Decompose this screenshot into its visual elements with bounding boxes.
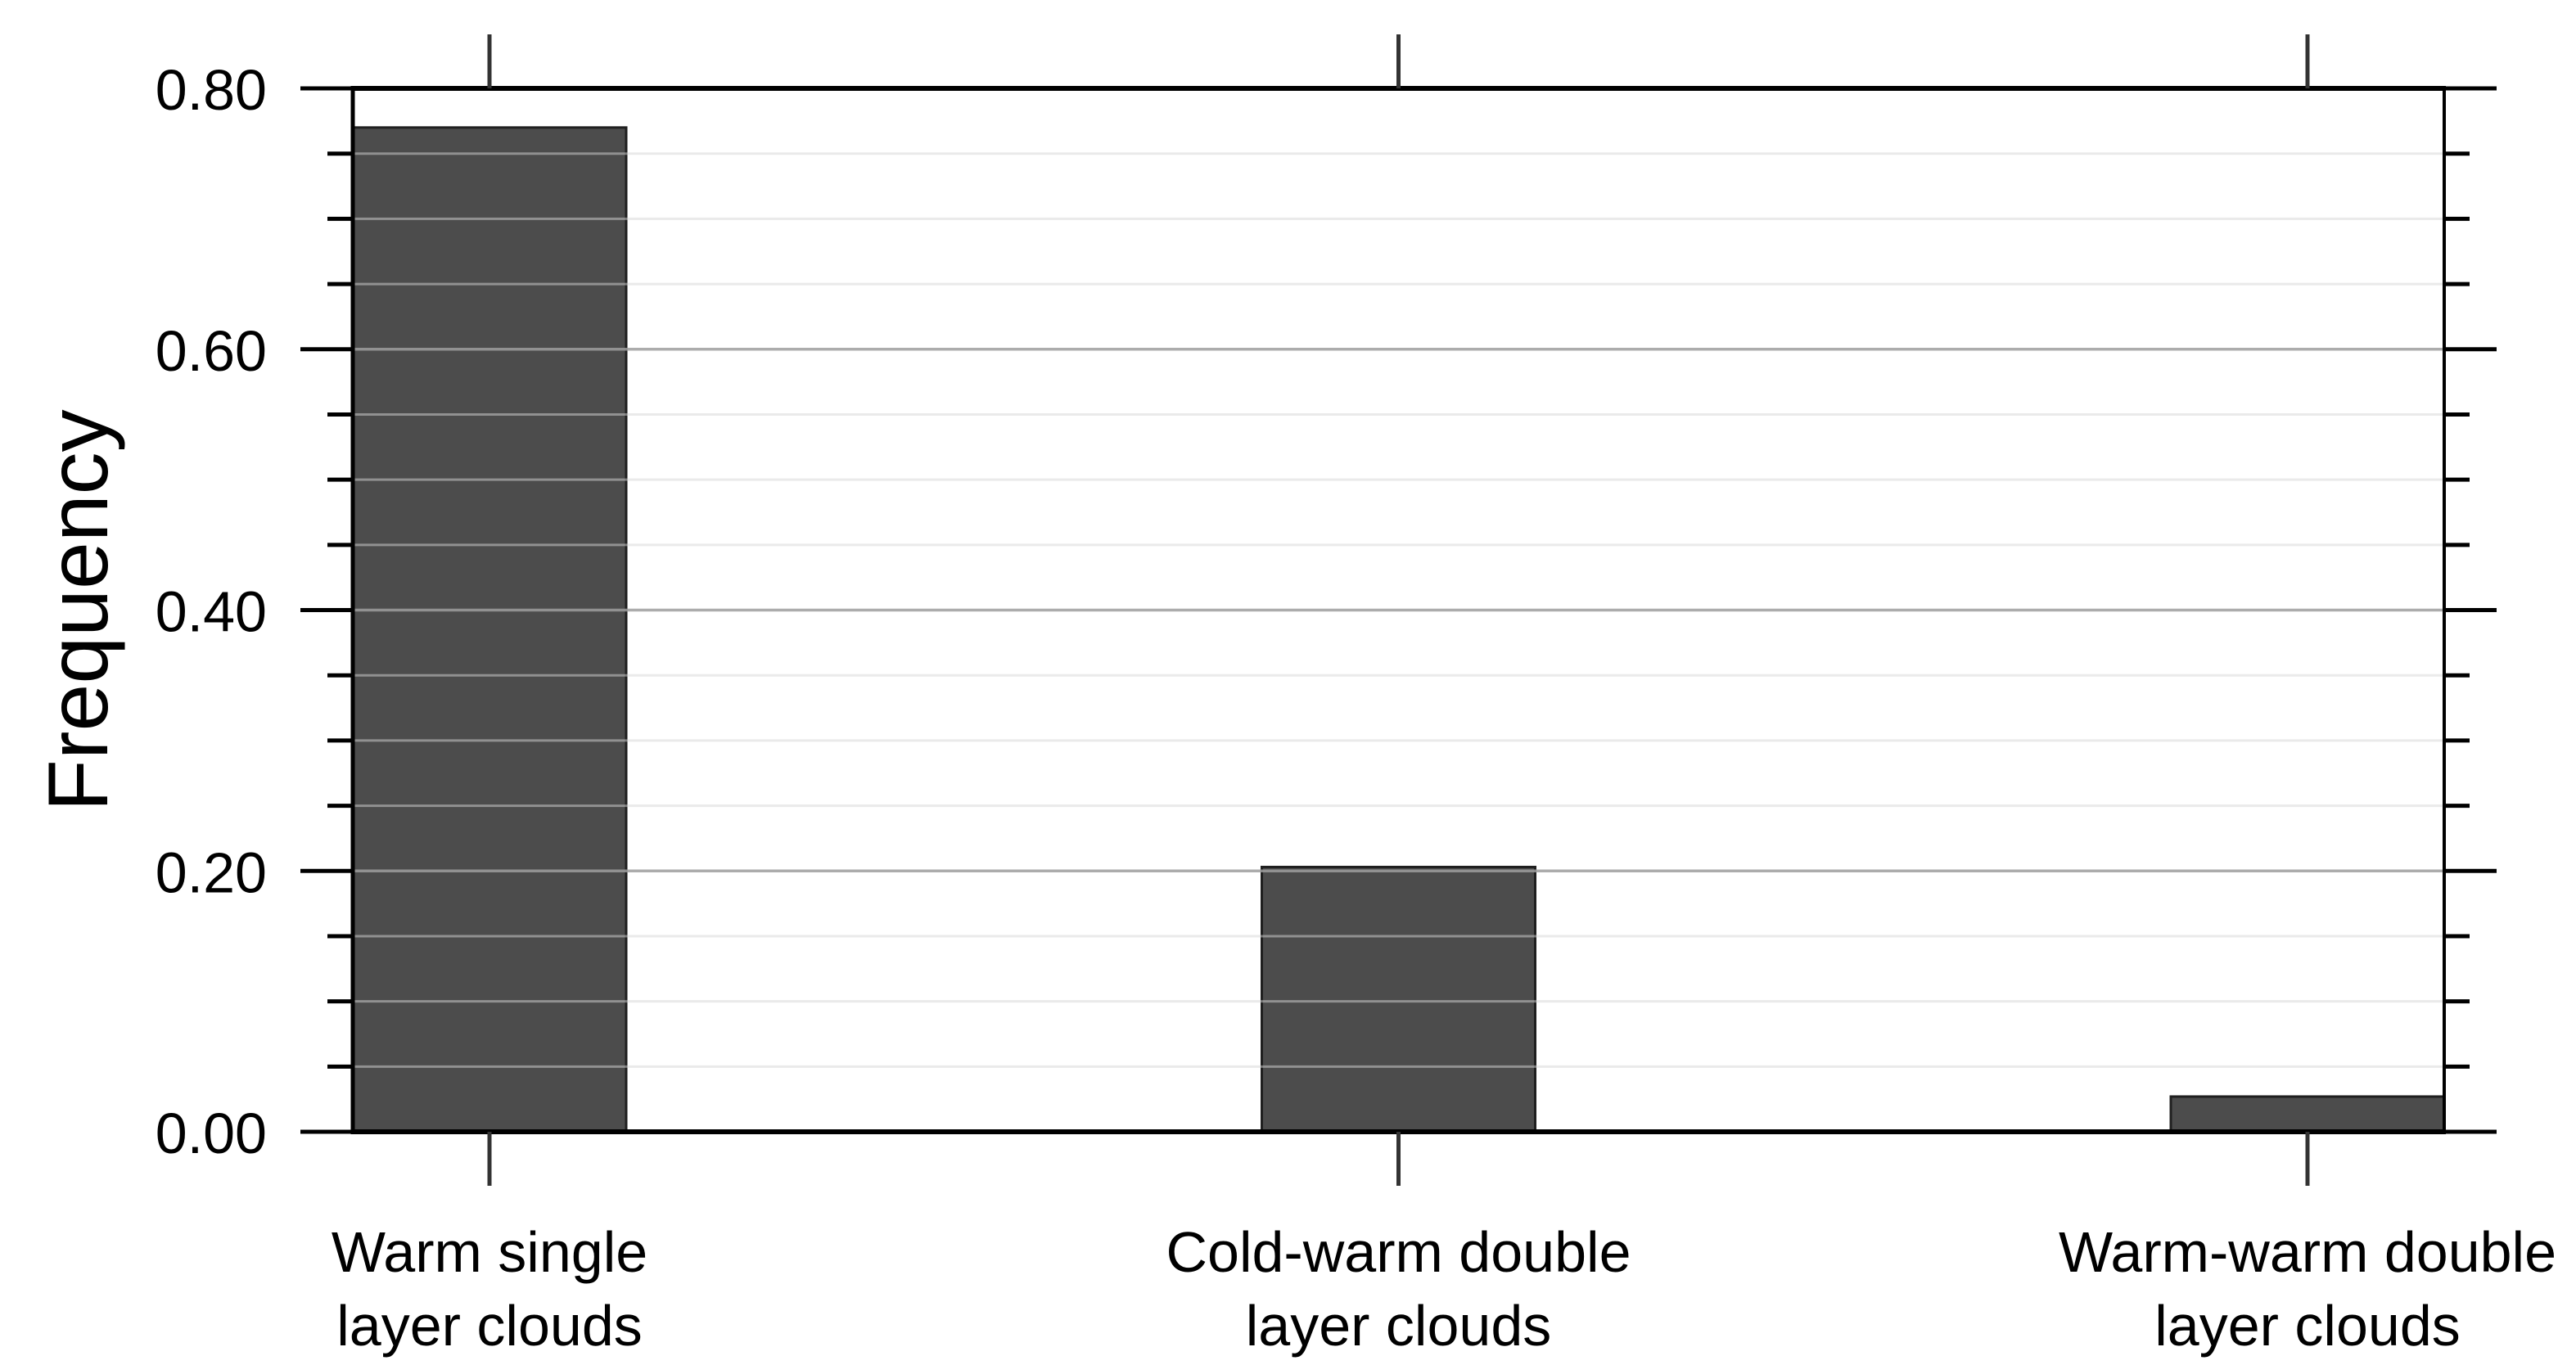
y-tick-label-0.40: 0.40 — [156, 580, 267, 644]
ticks-group — [300, 34, 2497, 1186]
bars-group — [351, 126, 2446, 1133]
gridlines-group — [353, 152, 2444, 1068]
bar-warm-single-layer-clouds — [351, 126, 628, 1133]
y-tick-label-0.60: 0.60 — [156, 319, 267, 383]
bar-cold-warm-double-layer-clouds — [1261, 865, 1536, 1133]
category-label-warm-single-layer-clouds: Warm single layer clouds — [332, 1220, 647, 1358]
bar-warm-warm-double-layer-clouds — [2169, 1095, 2446, 1133]
category-label-warm-warm-double-layer-clouds: Warm-warm double layer clouds — [2059, 1220, 2556, 1358]
y-tick-label-0.80: 0.80 — [156, 58, 267, 122]
y-tick-label-0.00: 0.00 — [156, 1101, 267, 1165]
y-axis-title: Frequency — [31, 409, 126, 811]
x-category-labels-group: Warm single layer clouds Cold-warm double l… — [332, 1220, 2556, 1358]
y-tick-labels-group: 0.00 0.20 0.40 0.60 0.80 — [156, 58, 267, 1165]
category-label-cold-warm-double-layer-clouds: Cold-warm double layer clouds — [1166, 1220, 1631, 1358]
y-tick-label-0.20: 0.20 — [156, 840, 267, 904]
